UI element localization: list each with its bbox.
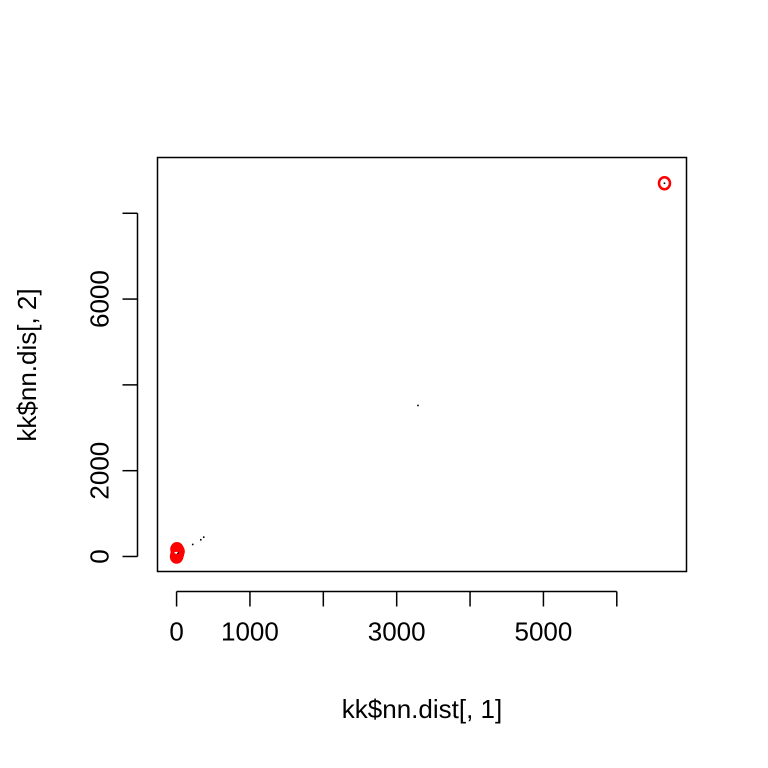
y-axis: 0 2000 6000	[85, 212, 139, 564]
y-tick-label: 2000	[85, 442, 115, 500]
data-point	[191, 543, 194, 546]
x-tick-label: 1000	[221, 617, 279, 647]
x-axis-title: kk$nn.dist[, 1]	[342, 694, 502, 724]
x-tick-label: 3000	[368, 617, 426, 647]
data-point	[663, 182, 666, 185]
data-point	[417, 404, 419, 407]
x-tick-label: 5000	[515, 617, 573, 647]
data-point	[177, 552, 180, 554]
plot-frame	[156, 156, 688, 573]
x-axis: 0 1000 3000 5000	[169, 590, 618, 647]
data-point	[202, 536, 205, 538]
outlier-point	[171, 544, 185, 559]
data-points	[169, 175, 672, 564]
outlier-point	[657, 175, 672, 191]
y-axis-title: kk$nn.dis[, 2]	[12, 288, 42, 441]
y-tick-label: 0	[85, 549, 115, 563]
y-tick-label: 6000	[85, 270, 115, 328]
data-point	[199, 538, 202, 541]
x-tick-label: 0	[169, 617, 183, 647]
